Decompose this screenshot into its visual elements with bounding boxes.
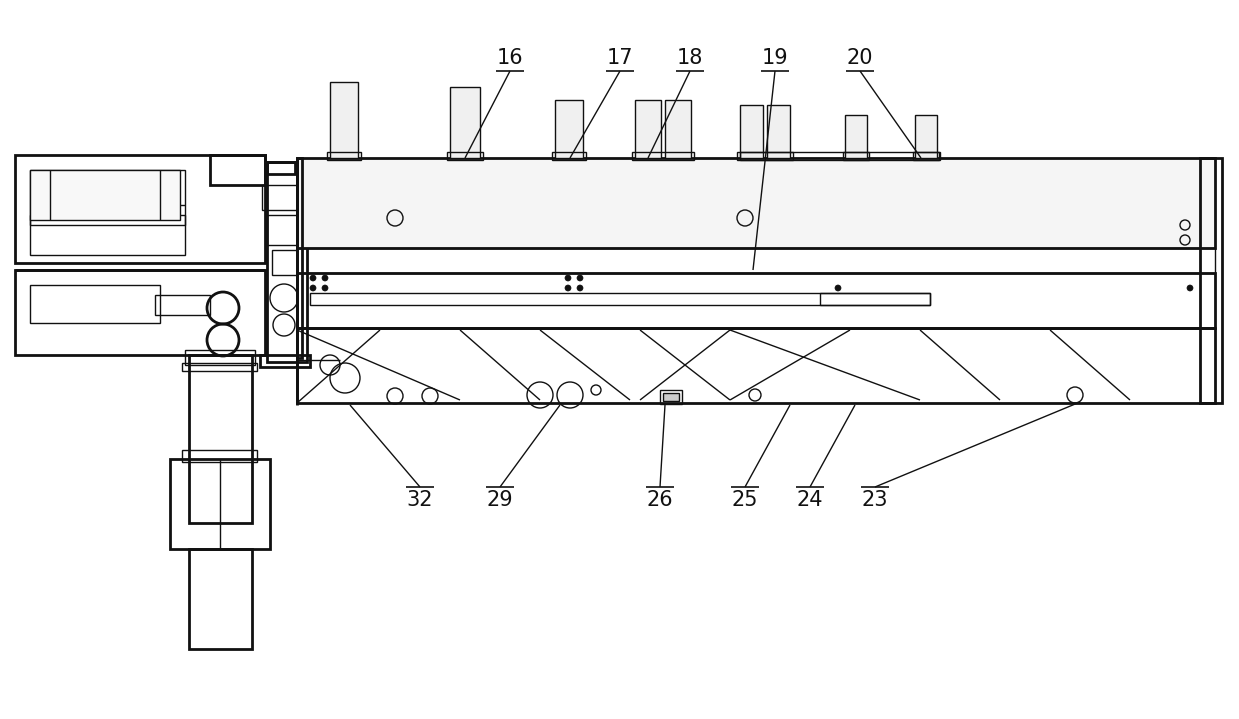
Bar xyxy=(266,162,307,362)
Text: 19: 19 xyxy=(762,48,788,68)
Circle shape xyxy=(322,275,328,281)
Text: 16: 16 xyxy=(497,48,523,68)
Circle shape xyxy=(565,275,571,281)
Bar xyxy=(1201,158,1222,403)
Bar xyxy=(297,328,1215,403)
Bar xyxy=(327,152,361,160)
Circle shape xyxy=(322,285,328,291)
Bar xyxy=(632,152,694,160)
Text: 29: 29 xyxy=(487,490,513,510)
Bar xyxy=(155,295,209,315)
Bar xyxy=(30,285,160,323)
Text: 17: 17 xyxy=(607,48,633,68)
Bar xyxy=(914,115,937,158)
Bar xyxy=(555,100,584,158)
Bar xyxy=(737,152,793,160)
Bar xyxy=(15,270,265,355)
Bar xyxy=(553,152,586,160)
Text: 23: 23 xyxy=(862,490,888,510)
Bar xyxy=(767,105,790,158)
Bar xyxy=(297,273,1215,328)
Bar xyxy=(740,152,940,160)
Circle shape xyxy=(1187,285,1193,291)
Circle shape xyxy=(577,275,584,281)
Bar xyxy=(913,152,939,160)
Bar xyxy=(182,363,256,371)
Bar xyxy=(209,155,265,185)
Bar xyxy=(845,115,867,158)
Bar xyxy=(660,390,681,404)
Bar xyxy=(297,248,1215,273)
Bar xyxy=(170,459,270,549)
Circle shape xyxy=(835,285,841,291)
Bar xyxy=(843,152,869,160)
Bar xyxy=(665,100,691,158)
Bar xyxy=(30,170,180,220)
Circle shape xyxy=(310,285,316,291)
Bar xyxy=(15,155,265,263)
Bar xyxy=(30,170,185,225)
Bar xyxy=(450,87,479,158)
Text: 20: 20 xyxy=(846,48,873,68)
Bar xyxy=(330,82,358,158)
Bar xyxy=(310,293,930,305)
Bar xyxy=(190,549,252,649)
Bar xyxy=(260,355,310,367)
Bar xyxy=(182,450,256,462)
Text: 26: 26 xyxy=(647,490,673,510)
Bar xyxy=(190,355,252,523)
Bar xyxy=(297,158,1215,248)
Text: 25: 25 xyxy=(732,490,758,510)
Text: 24: 24 xyxy=(797,490,823,510)
Circle shape xyxy=(310,275,316,281)
Bar xyxy=(740,105,763,158)
Bar xyxy=(30,215,185,255)
Text: 18: 18 xyxy=(676,48,704,68)
Bar xyxy=(820,293,930,305)
Circle shape xyxy=(565,285,571,291)
Bar xyxy=(273,250,297,275)
Bar xyxy=(636,100,660,158)
Text: 32: 32 xyxy=(406,490,434,510)
Circle shape xyxy=(577,285,584,291)
Bar xyxy=(447,152,483,160)
Bar xyxy=(261,185,312,210)
Bar xyxy=(663,393,679,401)
Bar xyxy=(266,215,302,245)
Bar xyxy=(185,350,255,365)
Bar xyxy=(297,158,302,358)
Bar xyxy=(266,162,295,174)
